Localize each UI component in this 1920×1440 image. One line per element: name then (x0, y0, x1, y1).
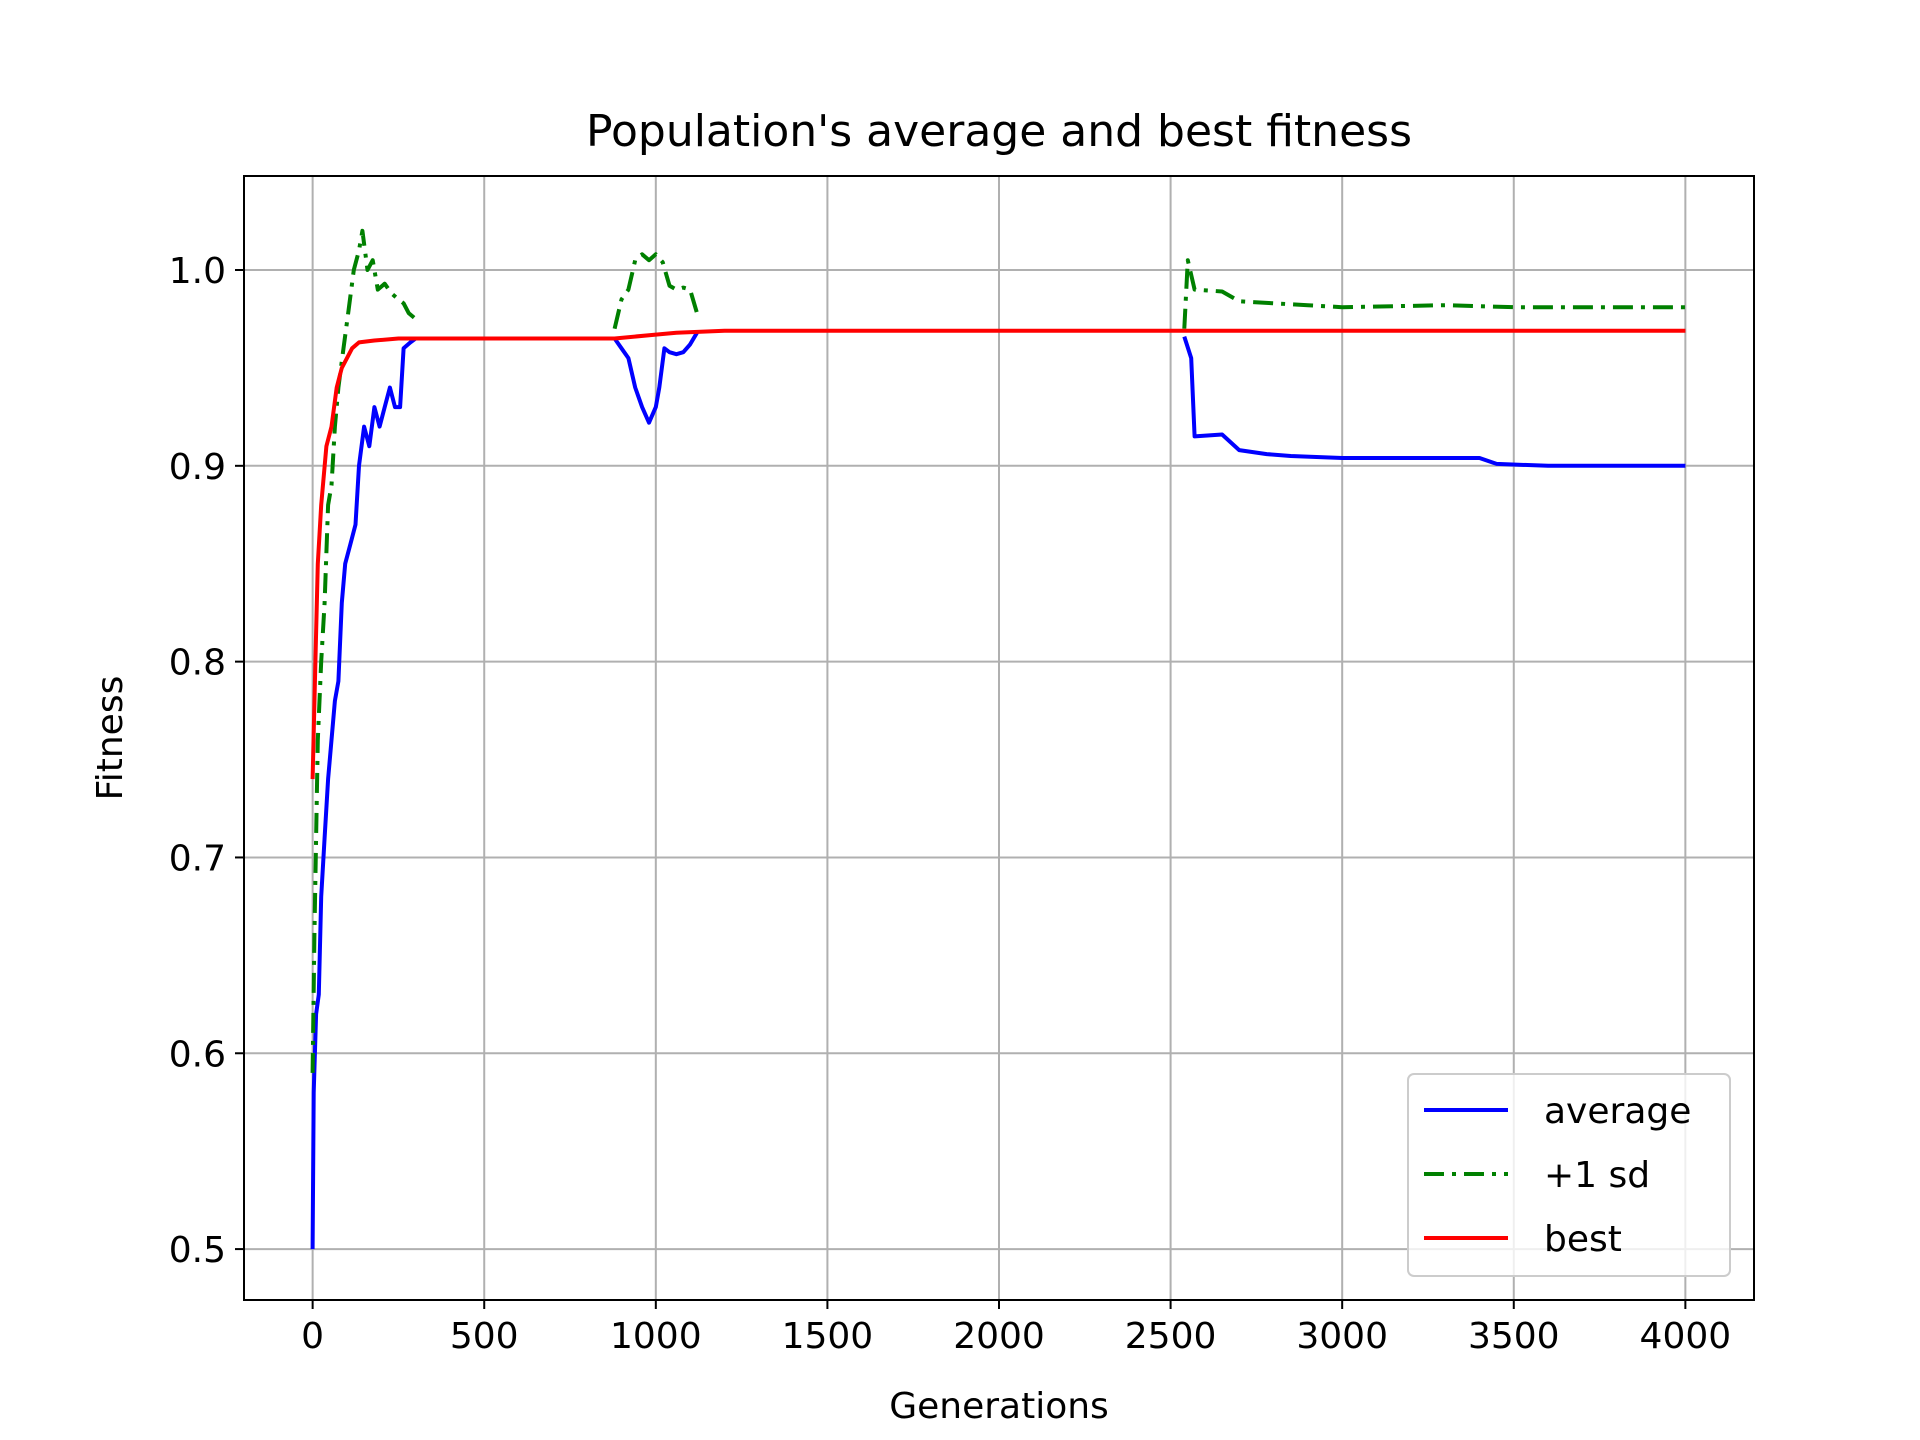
y-tick-label: 0.8 (169, 643, 226, 684)
x-tick-label: 4000 (1640, 1316, 1732, 1357)
legend-label: best (1544, 1219, 1622, 1260)
series-line (1182, 335, 1686, 468)
x-tick-label: 3500 (1468, 1316, 1560, 1357)
y-tick-label: 0.5 (169, 1230, 226, 1271)
ticks: 0 500 1000 1500 2000 2500 3000 3500 4000 0.5 0.6 0.… (169, 251, 1731, 1357)
x-tick-label: 2000 (953, 1316, 1045, 1357)
x-tick-label: 0 (301, 1316, 324, 1357)
x-tick-label: 1000 (610, 1316, 702, 1357)
legend: average +1 sd best (1407, 1073, 1731, 1277)
series-best (310, 328, 1686, 780)
series-line (310, 336, 417, 1250)
legend-label: average (1544, 1091, 1691, 1132)
y-tick-label: 0.7 (169, 838, 226, 879)
y-tick-label: 1.0 (169, 251, 226, 292)
series-line (612, 252, 699, 330)
x-tick-label: 1500 (782, 1316, 874, 1357)
series-line (612, 331, 699, 425)
x-axis-title: Generations (889, 1386, 1109, 1427)
y-tick-label: 0.9 (169, 447, 226, 488)
y-tick-label: 0.6 (169, 1034, 226, 1075)
series-1-sd (310, 228, 1686, 1073)
series-line (310, 328, 1686, 780)
x-tick-label: 500 (450, 1316, 519, 1357)
series-average (310, 331, 1686, 1250)
legend-box (1407, 1073, 1731, 1277)
x-tick-label: 3000 (1296, 1316, 1388, 1357)
series-layer (310, 228, 1686, 1250)
series-line (310, 228, 417, 1073)
y-axis-title: Fitness (90, 676, 131, 801)
x-tick-label: 2500 (1125, 1316, 1217, 1357)
chart-title: Population's average and best fitness (586, 106, 1412, 157)
legend-label: +1 sd (1544, 1155, 1650, 1196)
series-line (1182, 258, 1686, 329)
